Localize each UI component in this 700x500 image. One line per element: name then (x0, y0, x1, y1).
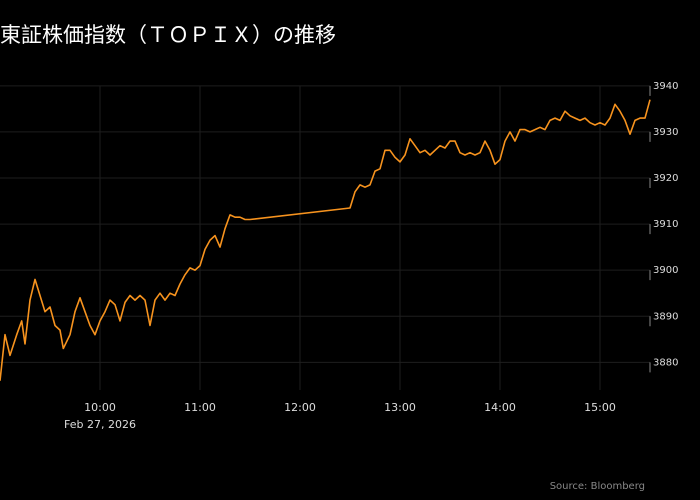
y-tick-label: 3920 (653, 173, 678, 184)
y-tick-label: 3930 (653, 127, 678, 138)
y-tick-label: 3900 (653, 265, 678, 276)
x-tick-label: 10:00 (84, 401, 116, 414)
y-tick-label: 3890 (653, 311, 678, 322)
price-line (0, 99, 651, 381)
date-label: Feb 27, 2026 (64, 418, 136, 431)
x-tick-label: 12:00 (284, 401, 316, 414)
y-tick-label: 3940 (653, 81, 678, 92)
x-tick-label: 11:00 (184, 401, 216, 414)
y-tick-label: 3880 (653, 357, 678, 368)
source: Source: Bloomberg (550, 481, 645, 492)
x-tick-label: 15:00 (584, 401, 616, 414)
x-tick-label: 14:00 (484, 401, 516, 414)
x-tick-label: 13:00 (384, 401, 416, 414)
y-tick-label: 3910 (653, 219, 678, 230)
chart-title: 東証株価指数（ＴＯＰＩＸ）の推移 (0, 23, 336, 47)
